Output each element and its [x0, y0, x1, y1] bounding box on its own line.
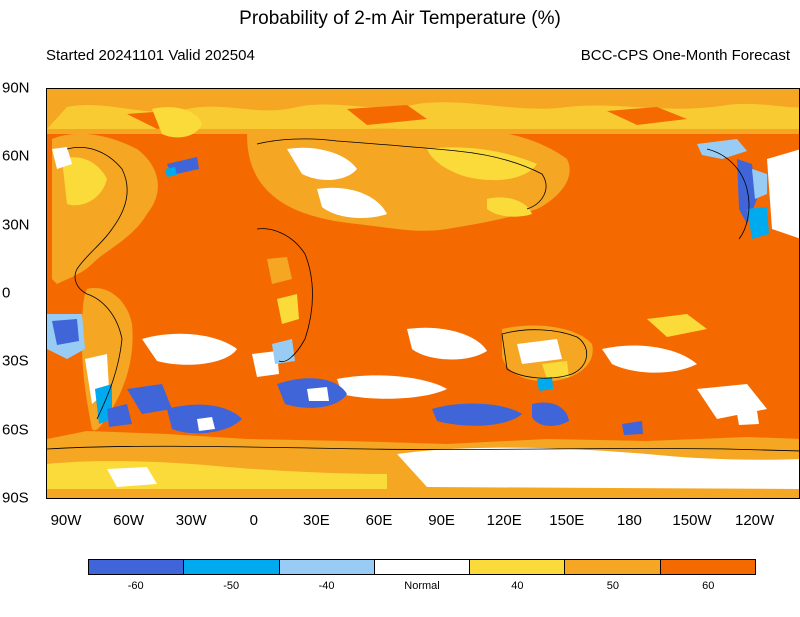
- color-legend: [88, 559, 756, 575]
- antarctica: [47, 431, 799, 498]
- legend-swatch: [184, 560, 280, 574]
- legend-swatch: [660, 560, 755, 574]
- legend-swatch: [470, 560, 566, 574]
- australia: [502, 325, 593, 382]
- legend-swatch: [279, 560, 375, 574]
- lon-label: 180: [616, 512, 642, 529]
- legend-label: 40: [511, 580, 524, 592]
- lat-label: 60S: [2, 421, 29, 439]
- forecast-source: BCC-CPS One-Month Forecast: [580, 47, 790, 64]
- lon-label: 150W: [672, 512, 712, 529]
- lon-label: 30W: [175, 512, 207, 529]
- eurasia: [247, 128, 570, 231]
- southern-ocean-cold: [107, 339, 759, 435]
- lon-label: 90W: [50, 512, 82, 529]
- coastlines: [47, 138, 799, 452]
- map-canvas: [47, 89, 799, 498]
- lat-label: 30N: [2, 216, 30, 234]
- lon-label: 120W: [735, 512, 775, 529]
- lon-label: 90E: [428, 512, 455, 529]
- legend-label: -60: [127, 580, 144, 592]
- map-title: Probability of 2-m Air Temperature (%): [239, 8, 561, 29]
- lon-label: 30E: [303, 512, 330, 529]
- lat-label: 30S: [2, 352, 29, 370]
- lon-label: 60E: [365, 512, 393, 529]
- ne-pacific: [697, 139, 799, 239]
- north-atlantic: [152, 107, 202, 177]
- lon-label: 60W: [113, 512, 145, 529]
- legend-label: Normal: [404, 580, 440, 592]
- lat-label: 0: [2, 284, 11, 302]
- north-america: [52, 133, 158, 284]
- legend-label: -50: [223, 580, 240, 592]
- legend-label: 60: [702, 580, 715, 592]
- forecast-dates: Started 20241101 Valid 202504: [46, 47, 255, 64]
- tropical-patches: [142, 314, 767, 419]
- legend-swatch: [565, 560, 661, 574]
- probability-map: [46, 88, 800, 499]
- lon-label: 0: [249, 512, 258, 529]
- lon-label: 150E: [549, 512, 585, 529]
- legend-label: 50: [606, 580, 619, 592]
- legend-swatch: [89, 560, 185, 574]
- africa: [248, 232, 319, 366]
- lat-label: 90N: [2, 79, 30, 97]
- lat-label: 60N: [2, 147, 30, 165]
- lat-label: 90S: [2, 489, 29, 507]
- lon-label: 120E: [486, 512, 522, 529]
- legend-swatch: [374, 560, 471, 574]
- legend-label: -40: [318, 580, 335, 592]
